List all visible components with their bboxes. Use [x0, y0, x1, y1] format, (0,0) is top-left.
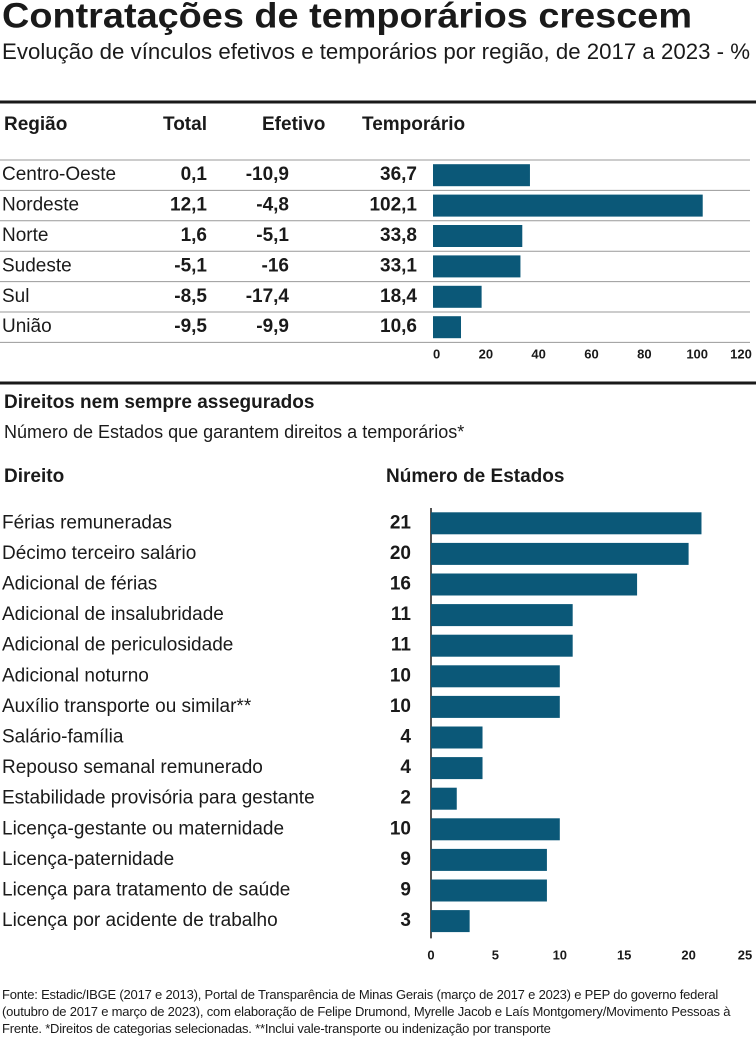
- value-label: 2: [400, 788, 411, 809]
- row-label: Repouso semanal remunerado: [2, 757, 263, 778]
- row-label: Sul: [2, 286, 29, 307]
- value-label: 102,1: [369, 195, 417, 216]
- value-label: 9: [400, 880, 411, 901]
- bar: [431, 787, 457, 810]
- value-label: 33,1: [380, 255, 417, 276]
- value-label: -4,8: [256, 195, 289, 216]
- value-label: 10: [390, 818, 411, 839]
- bar: [433, 225, 523, 247]
- x-tick-label: 5: [492, 947, 499, 962]
- x-tick-label: 15: [617, 947, 631, 962]
- value-label: -17,4: [246, 286, 290, 307]
- value-label: 10,6: [380, 316, 417, 337]
- bar: [431, 757, 483, 780]
- row-label: Adicional noturno: [2, 665, 149, 686]
- value-label: 11: [391, 604, 412, 625]
- bar: [431, 726, 483, 749]
- column-header: Número de Estados: [386, 466, 564, 487]
- x-tick-label: 20: [479, 346, 493, 361]
- bar: [431, 848, 547, 871]
- bar: [433, 164, 530, 187]
- row-label: Licença-paternidade: [2, 849, 174, 870]
- x-tick-label: 120: [730, 346, 752, 361]
- bar: [431, 695, 560, 718]
- value-label: 1,6: [181, 225, 207, 246]
- value-label: -16: [262, 255, 289, 276]
- value-label: -5,1: [256, 225, 289, 246]
- value-label: 18,4: [380, 286, 417, 307]
- section-title: Direitos nem sempre assegurados: [4, 392, 314, 413]
- value-label: 4: [400, 727, 411, 748]
- column-header: Região: [4, 114, 67, 135]
- row-label: Licença por acidente de trabalho: [2, 910, 278, 931]
- value-label: 36,7: [380, 164, 417, 185]
- subtitle: Evolução de vínculos efetivos e temporár…: [2, 39, 750, 64]
- bar: [431, 573, 638, 596]
- x-tick-label: 40: [531, 346, 545, 361]
- value-label: 0,1: [181, 164, 208, 185]
- value-label: -5,1: [174, 255, 207, 276]
- value-label: 33,8: [380, 225, 417, 246]
- x-tick-label: 20: [681, 947, 695, 962]
- row-label: Centro-Oeste: [2, 164, 116, 185]
- x-tick-label: 10: [553, 947, 567, 962]
- column-header: Total: [163, 114, 207, 135]
- chart: Contratações de temporários crescem Evol…: [0, 0, 756, 962]
- bar: [431, 665, 560, 688]
- value-label: -10,9: [246, 164, 289, 185]
- value-label: 3: [400, 910, 411, 931]
- x-tick-label: 100: [686, 346, 708, 361]
- column-header: Efetivo: [262, 114, 325, 135]
- bar: [433, 316, 462, 339]
- row-label: Nordeste: [2, 195, 79, 216]
- value-label: 16: [390, 574, 411, 595]
- row-label: Décimo terceiro salário: [2, 543, 196, 564]
- row-label: Licença-gestante ou maternidade: [2, 818, 284, 839]
- row-label: Estabilidade provisória para gestante: [2, 788, 315, 809]
- value-label: 11: [391, 635, 412, 656]
- row-label: Férias remuneradas: [2, 512, 172, 533]
- title: Contratações de temporários crescem: [2, 0, 692, 35]
- value-label: 12,1: [170, 195, 207, 216]
- value-label: 21: [390, 512, 412, 533]
- value-label: -8,5: [174, 286, 207, 307]
- value-label: 4: [400, 757, 411, 778]
- bar: [433, 194, 703, 217]
- row-label: Licença para tratamento de saúde: [2, 880, 290, 901]
- row-label: Norte: [2, 225, 48, 246]
- column-header: Temporário: [362, 114, 465, 135]
- section-subtitle: Número de Estados que garantem direitos …: [4, 422, 464, 442]
- value-label: 9: [400, 849, 411, 870]
- bar: [433, 255, 521, 278]
- value-label: 10: [390, 665, 411, 686]
- value-label: -9,9: [256, 316, 289, 337]
- bar: [431, 542, 689, 565]
- row-label: Sudeste: [2, 255, 72, 276]
- column-header: Direito: [4, 466, 64, 487]
- x-tick-label: 80: [637, 346, 651, 361]
- source: Fonte: Estadic/IBGE (2017 e 2013), Porta…: [2, 987, 731, 1036]
- row-label: Auxílio transporte ou similar**: [2, 696, 252, 717]
- bar: [431, 512, 702, 535]
- row-label: União: [2, 316, 52, 337]
- row-label: Salário-família: [2, 727, 124, 748]
- bar: [431, 634, 573, 657]
- bar: [431, 879, 547, 902]
- row-label: Adicional de periculosidade: [2, 635, 233, 656]
- value-label: 20: [390, 543, 411, 564]
- value-label: -9,5: [174, 316, 207, 337]
- row-label: Adicional de insalubridade: [2, 604, 224, 625]
- bar: [431, 818, 560, 841]
- x-tick-label: 60: [584, 346, 598, 361]
- bar: [431, 604, 573, 627]
- x-tick-label: 25: [738, 947, 752, 962]
- bar: [431, 910, 470, 933]
- x-tick-label: 0: [433, 346, 440, 361]
- row-label: Adicional de férias: [2, 574, 157, 595]
- value-label: 10: [390, 696, 411, 717]
- bar: [433, 285, 482, 308]
- x-tick-label: 0: [427, 947, 434, 962]
